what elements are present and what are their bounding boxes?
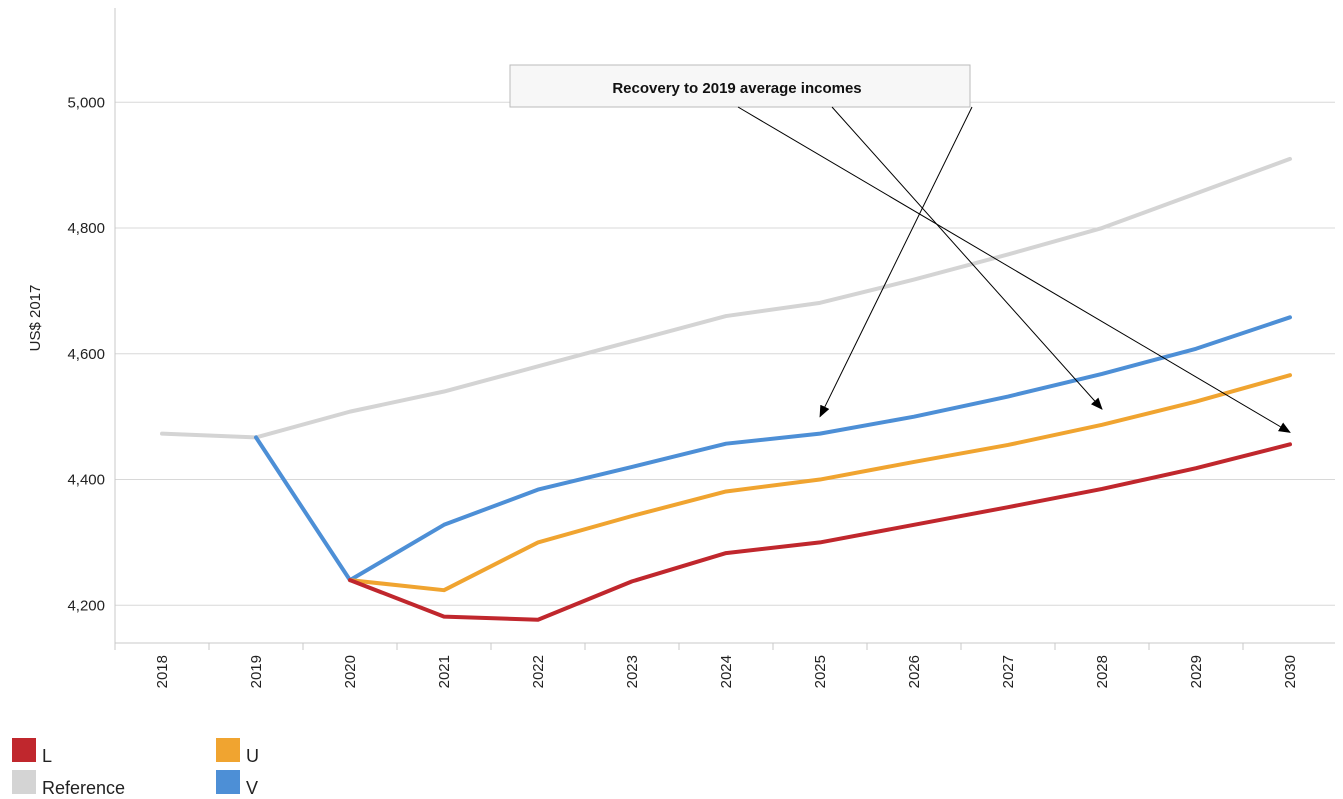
- legend-item-v: V: [216, 764, 258, 799]
- x-axis-ticks: 2018 2019 2020 2021 2022 2023 2024 2025 2026 2027…: [115, 643, 1299, 688]
- x-tick-label: 2018: [154, 655, 171, 688]
- legend-label-reference: Reference: [42, 764, 125, 799]
- legend-item-reference: Reference: [12, 764, 125, 799]
- legend-swatch-u: [216, 738, 240, 762]
- legend-swatch-v: [216, 770, 240, 794]
- y-axis-label: US$ 2017: [27, 285, 44, 352]
- grid-lines: [115, 102, 1335, 605]
- x-tick-label: 2022: [530, 655, 547, 688]
- y-tick-label: 4,800: [67, 220, 105, 237]
- legend-item-l: L: [12, 732, 52, 767]
- x-tick-label: 2020: [342, 655, 359, 688]
- series-line-l: [350, 444, 1290, 619]
- legend-swatch-l: [12, 738, 36, 762]
- annotation-arrow: [832, 107, 1102, 409]
- x-tick-label: 2021: [436, 655, 453, 688]
- y-tick-label: 5,000: [67, 94, 105, 111]
- annotation-arrow: [738, 107, 1290, 432]
- annotation-arrows: [738, 107, 1290, 432]
- series-line-reference: [162, 159, 1290, 438]
- x-tick-label: 2030: [1282, 655, 1299, 688]
- x-tick-label: 2029: [1188, 655, 1205, 688]
- legend-label-u: U: [246, 732, 259, 767]
- x-tick-label: 2028: [1094, 655, 1111, 688]
- x-tick-label: 2019: [248, 655, 265, 688]
- legend-swatch-reference: [12, 770, 36, 794]
- x-tick-label: 2024: [718, 655, 735, 688]
- x-tick-label: 2027: [1000, 655, 1017, 688]
- series-line-u: [350, 375, 1290, 590]
- annotation: Recovery to 2019 average incomes: [510, 65, 1290, 432]
- y-axis-ticks: 4,200 4,400 4,600 4,800 5,000: [67, 94, 105, 614]
- x-tick-label: 2026: [906, 655, 923, 688]
- y-tick-label: 4,200: [67, 597, 105, 614]
- x-tick-label: 2025: [812, 655, 829, 688]
- annotation-text: Recovery to 2019 average incomes: [612, 80, 861, 97]
- y-tick-label: 4,600: [67, 346, 105, 363]
- x-tick-label: 2023: [624, 655, 641, 688]
- annotation-arrow: [820, 107, 972, 417]
- legend: L U Reference V: [0, 728, 400, 798]
- series-line-v: [256, 317, 1290, 580]
- legend-label-v: V: [246, 764, 258, 799]
- legend-item-u: U: [216, 732, 259, 767]
- y-tick-label: 4,400: [67, 472, 105, 489]
- legend-label-l: L: [42, 732, 52, 767]
